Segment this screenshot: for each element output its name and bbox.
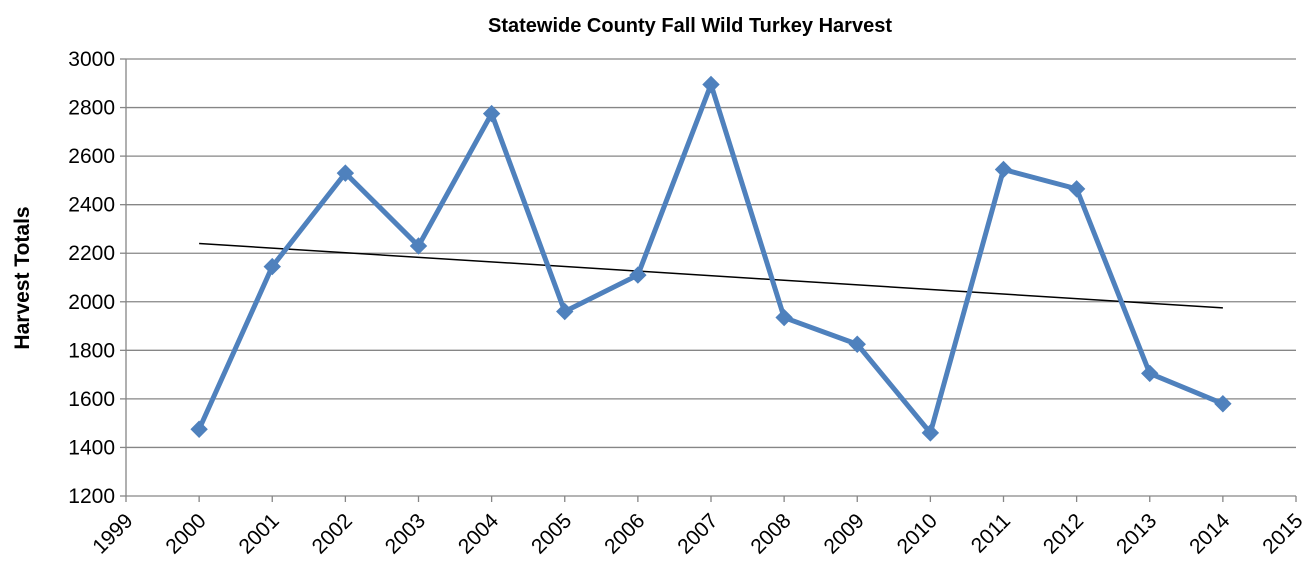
data-point-2003 <box>409 237 428 255</box>
x-tick-label-2001: 2001 <box>234 509 283 558</box>
x-tick-label-2010: 2010 <box>893 509 942 558</box>
x-tick-label-2007: 2007 <box>673 509 722 558</box>
y-tick-label-1600: 1600 <box>68 388 115 411</box>
chart-title: Statewide County Fall Wild Turkey Harves… <box>488 15 892 37</box>
data-point-2012 <box>1067 180 1086 198</box>
x-tick-label-2013: 2013 <box>1112 509 1161 558</box>
data-point-2000 <box>190 420 208 438</box>
y-tick-label-3000: 3000 <box>68 48 115 71</box>
data-point-2007 <box>702 75 720 94</box>
y-tick-label-1400: 1400 <box>68 436 115 459</box>
x-tick-label-2014: 2014 <box>1185 509 1235 559</box>
axes <box>120 58 1297 502</box>
x-tick-label-2008: 2008 <box>746 509 795 558</box>
y-tick-label-2800: 2800 <box>68 97 115 120</box>
data-point-2009 <box>848 335 866 353</box>
y-tick-labels: 1200 1400 1600 1800 2000 2200 2400 2600 2800 3000 <box>68 48 115 508</box>
y-tick-label-1200: 1200 <box>68 485 115 508</box>
x-tick-label-2011: 2011 <box>967 509 1015 557</box>
x-tick-label-2000: 2000 <box>161 509 210 558</box>
x-tick-labels: 1999 2000 2001 2002 2003 2004 2005 2006 2007 2008… <box>88 509 1307 559</box>
x-tick-label-1999: 1999 <box>88 509 137 558</box>
data-point-2013 <box>1141 364 1159 383</box>
series-line <box>196 81 1224 436</box>
y-tick-label-2200: 2200 <box>68 242 115 265</box>
data-point-2011 <box>994 160 1013 179</box>
y-tick-label-2400: 2400 <box>68 194 115 217</box>
data-point-2014 <box>1214 395 1232 413</box>
trendline <box>199 242 1223 309</box>
y-axis-title: Harvest Totals <box>11 206 34 349</box>
x-tick-label-2005: 2005 <box>527 509 576 558</box>
x-tick-label-2009: 2009 <box>819 509 868 558</box>
data-point-2008 <box>775 308 793 327</box>
data-point-2010 <box>921 424 940 442</box>
y-tick-label-1800: 1800 <box>68 339 115 362</box>
x-tick-label-2003: 2003 <box>381 509 430 558</box>
x-tick-label-2004: 2004 <box>454 509 504 559</box>
gridlines <box>126 58 1296 449</box>
y-tick-label-2000: 2000 <box>68 291 115 314</box>
data-point-2006 <box>629 266 647 284</box>
x-tick-label-2002: 2002 <box>308 509 357 558</box>
series-layer <box>190 75 1232 442</box>
data-point-2002 <box>336 164 355 182</box>
data-point-2005 <box>556 302 574 321</box>
x-tick-label-2012: 2012 <box>1039 509 1088 558</box>
y-tick-label-2600: 2600 <box>68 145 115 168</box>
data-point-2001 <box>263 257 281 276</box>
x-tick-label-2015: 2015 <box>1258 509 1307 558</box>
data-point-2004 <box>482 104 501 123</box>
trendline-layer <box>199 242 1223 309</box>
x-tick-label-2006: 2006 <box>600 509 649 558</box>
